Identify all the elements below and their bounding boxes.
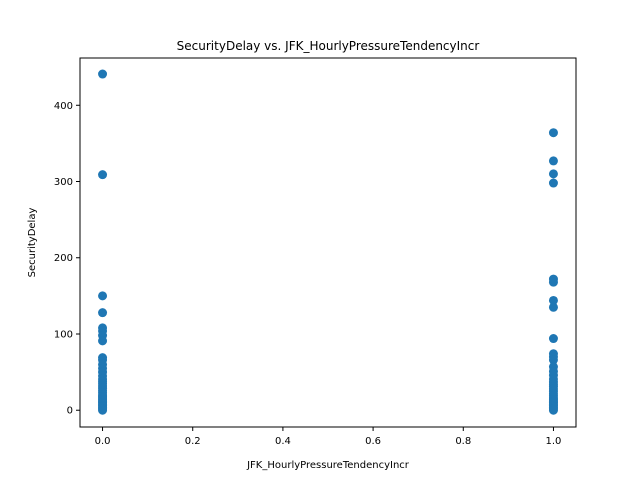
x-tick-label: 0.4 [275, 436, 291, 447]
data-point-31 [98, 405, 108, 415]
chart-title: SecurityDelay vs. JFK_HourlyPressureTend… [177, 39, 480, 53]
data-point-39 [548, 302, 558, 312]
y-axis-ticks: 0 100 200 300 400 [54, 101, 80, 417]
data-point-37 [548, 277, 558, 287]
data-point-32 [548, 128, 558, 138]
x-tick-label: 0.2 [185, 436, 201, 447]
data-point-40 [548, 334, 558, 344]
x-axis-ticks: 0.0 0.2 0.4 0.6 0.8 1.0 [95, 427, 562, 447]
data-point-7 [98, 336, 108, 346]
data-point-43 [548, 355, 558, 365]
y-tick-label: 300 [54, 177, 73, 188]
data-point-1 [98, 170, 108, 180]
y-tick-label: 0 [67, 406, 73, 417]
y-tick-label: 200 [54, 253, 73, 264]
y-axis-label: SecurityDelay [27, 208, 38, 278]
x-tick-label: 0.0 [95, 436, 111, 447]
data-point-3 [98, 308, 108, 318]
y-tick-label: 400 [54, 101, 73, 112]
x-tick-label: 0.6 [365, 436, 381, 447]
data-point-63 [548, 405, 558, 415]
plot-frame [79, 57, 577, 428]
x-tick-label: 1.0 [546, 436, 562, 447]
data-point-38 [548, 295, 558, 305]
data-point-35 [548, 178, 558, 188]
points-layer [98, 69, 558, 415]
x-tick-label: 0.8 [455, 436, 471, 447]
x-axis-label: JFK_HourlyPressureTendencyIncr [246, 460, 410, 471]
data-point-33 [548, 156, 558, 166]
data-point-2 [98, 291, 108, 301]
y-tick-label: 100 [54, 329, 73, 340]
data-point-34 [548, 169, 558, 179]
data-point-0 [98, 69, 108, 79]
